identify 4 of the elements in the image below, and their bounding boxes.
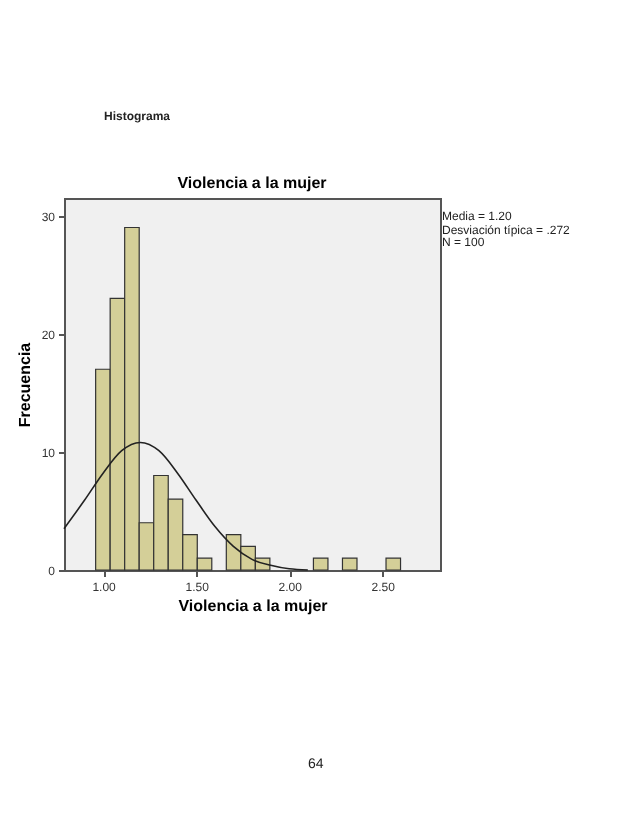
line-series [63,441,309,571]
y-axis-title: Frecuencia [15,341,34,428]
chart-title: Violencia a la mujer [177,174,327,192]
x-axis-title: Violencia a la mujer [178,597,328,615]
